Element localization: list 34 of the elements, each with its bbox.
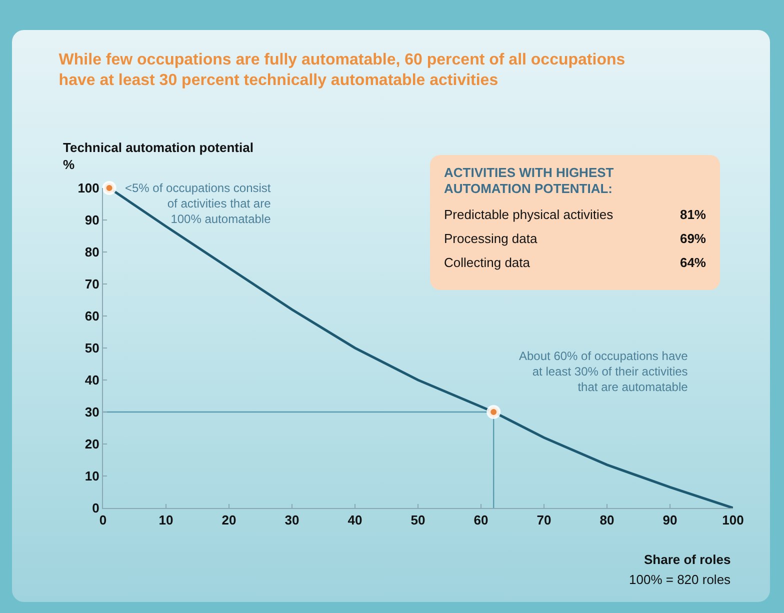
x-tick-label: 100 [722,512,744,528]
text: 81% [680,207,706,222]
text: 64% [680,255,706,270]
x-tick-label: 40 [348,512,362,528]
chart-title: While few occupations are fully automatable, 60 percent of all occupations have at least 30 percent technically automatable activities [58,51,626,90]
x-tick-label: 80 [600,512,614,528]
y-tick-label: 50 [84,340,100,356]
x-tick-label: 60 [474,512,488,528]
y-tick-label: 30 [84,404,100,420]
y-tick-label: 40 [84,372,100,388]
text: ACTIVITIES WITH HIGHEST AUTOMATION POTENTIAL: [444,165,615,197]
y-tick-label: 10 [84,468,100,484]
category-label: Collecting data [444,254,530,272]
x-tick-label: 90 [662,512,678,528]
text: 69% [680,231,706,246]
y-tick-label: 70 [84,276,100,292]
y-tick-label: 100 [78,180,100,196]
x-tick-label: 10 [158,512,174,528]
x-axis-title: Share of roles [644,552,731,567]
y-tick-label: 90 [84,212,100,228]
y-tick-label: 20 [84,436,100,452]
x-tick-label: 70 [536,512,552,528]
x-tick-label: 50 [410,512,426,528]
text: 100% = 820 roles [629,572,732,587]
x-tick-label: 20 [222,512,236,528]
x-tick-label: 30 [284,512,300,528]
y-tick-label: 80 [84,244,100,260]
y-tick-label: 0 [92,500,100,516]
y-axis-title: Technical automation potential % [63,140,254,172]
y-tick-label: 60 [84,308,100,324]
category-label: Processing data [444,230,538,248]
annotation: About 60% of occupations have at least 30% of their activities that are automatable [519,349,688,394]
annotation: <5% of occupations consist of activities that are 100% automatable [125,181,272,226]
category-label: Predictable physical activities [444,206,614,224]
